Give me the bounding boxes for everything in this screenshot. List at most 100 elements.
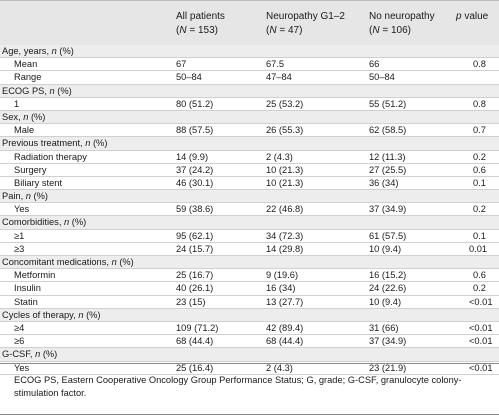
cell-v1: 14 (9.9) (176, 151, 209, 162)
cell-v1: 46 (30.1) (176, 177, 214, 188)
cell-v2: 10 (21.3) (266, 177, 304, 188)
footnote-text: ECOG PS, Eastern Cooperative Oncology Gr… (14, 375, 462, 398)
table-row: ≥4 109 (71.2) 42 (89.4) 31 (66) <0.01 (0, 322, 499, 336)
cell-v4: 0.8 (473, 98, 486, 109)
cell-v3: 55 (51.2) (369, 98, 407, 109)
header-neuropathy-n: (N = 47) (266, 25, 303, 36)
row-label: Age, years, n (%) (2, 46, 74, 56)
table-section-row: Concomitant medications, n (%) (0, 256, 499, 270)
cell-v1: 67 (176, 59, 187, 70)
cell-v1: 68 (44.4) (176, 336, 214, 347)
cell-v3: 50–84 (369, 72, 395, 83)
cell-v4: 0.6 (473, 164, 486, 175)
cell-v3: 23 (21.9) (369, 362, 407, 373)
cell-v2: 22 (46.8) (266, 204, 304, 215)
row-label: Yes (14, 204, 30, 215)
cell-v3: 24 (22.6) (369, 283, 407, 294)
table-row: Yes 25 (16.4) 2 (4.3) 23 (21.9) <0.01 (0, 362, 499, 375)
row-label: Cycles of therapy, n (%) (2, 309, 101, 320)
cell-v3: 10 (9.4) (369, 296, 402, 307)
cell-v1: 25 (16.7) (176, 270, 214, 281)
cell-v3: 36 (34) (369, 177, 399, 188)
cell-v1: 80 (51.2) (176, 98, 214, 109)
cell-v2: 26 (55.3) (266, 125, 304, 136)
table-header: All patients (N = 153) Neuropathy G1–2 (… (0, 0, 499, 45)
row-label: Male (14, 125, 35, 136)
row-label: ≥1 (14, 230, 25, 241)
row-label: Yes (14, 362, 30, 373)
cell-v3: 62 (58.5) (369, 125, 407, 136)
cell-v2: 68 (44.4) (266, 336, 304, 347)
cell-v4: 0.6 (473, 270, 486, 281)
header-no-neuropathy-title: No neuropathy (369, 11, 435, 22)
cell-v3: 66 (369, 59, 380, 70)
header-no-neuropathy-n: (N = 106) (369, 25, 411, 36)
cell-v2: 67.5 (266, 59, 285, 70)
table-row: ≥3 24 (15.7) 14 (29.8) 10 (9.4) 0.01 (0, 243, 499, 256)
row-label: Radiation therapy (14, 151, 87, 162)
row-label: Range (14, 72, 42, 83)
cell-v4: 0.2 (473, 204, 486, 215)
cell-v1: 23 (15) (176, 296, 206, 307)
table-row: Mean 67 67.5 66 0.8 (0, 58, 499, 72)
table-row: ≥1 95 (62.1) 34 (72.3) 61 (57.5) 0.1 (0, 230, 499, 243)
row-label: Previous treatment, n (%) (2, 138, 108, 149)
cell-v2: 2 (4.3) (266, 151, 293, 162)
cell-v1: 25 (16.4) (176, 362, 214, 373)
cell-v4: 0.8 (473, 59, 486, 70)
cell-v3: 12 (11.3) (369, 151, 406, 162)
row-label: ≥3 (14, 243, 25, 254)
header-all-patients-n: (N = 153) (176, 25, 218, 36)
header-p-value-title: p value (456, 11, 489, 22)
cell-v4: 0.2 (473, 283, 486, 294)
table-row: ≥6 68 (44.4) 68 (44.4) 37 (34.9) <0.01 (0, 335, 499, 349)
cell-v3: 61 (57.5) (369, 230, 407, 241)
cell-v4: <0.01 (469, 322, 493, 333)
cell-v2: 14 (29.8) (266, 243, 304, 254)
table-section-row: Comorbidities, n (%) (0, 216, 499, 230)
cell-v1: 24 (15.7) (176, 243, 214, 254)
cell-v4: 0.01 (469, 243, 488, 254)
cell-v4: <0.01 (469, 362, 493, 373)
header-p-value: p value (456, 10, 488, 24)
row-label: 1 (14, 98, 20, 109)
row-label: Comorbidities, n (%) (2, 217, 87, 228)
header-neuropathy-title: Neuropathy G1–2 (266, 11, 345, 22)
table-row: Biliary stent 46 (30.1) 10 (21.3) 36 (34) 0.… (0, 177, 499, 191)
cell-v4: <0.01 (469, 296, 493, 307)
row-label: Biliary stent (14, 177, 63, 188)
cell-v1: 40 (26.1) (176, 283, 214, 294)
cell-v1: 37 (24.2) (176, 164, 214, 175)
row-label: Metformin (14, 270, 56, 281)
cell-v4: <0.01 (469, 336, 493, 347)
row-label: Sex, n (%) (2, 111, 46, 122)
row-label: Insulin (14, 283, 41, 294)
cell-v3: 16 (15.2) (369, 270, 407, 281)
row-label: G-CSF, n (%) (2, 349, 58, 360)
row-label: Surgery (14, 164, 47, 175)
cell-v1: 109 (71.2) (176, 322, 219, 333)
cell-v3: 27 (25.5) (369, 164, 407, 175)
table-row: Metformin 25 (16.7) 9 (19.6) 16 (15.2) 0.6 (0, 269, 499, 283)
row-label: Statin (14, 296, 38, 307)
cell-v1: 59 (38.6) (176, 204, 214, 215)
cell-v4: 0.2 (473, 151, 486, 162)
cell-v3: 37 (34.9) (369, 336, 407, 347)
table-row: Range 50–84 47–84 50–84 (0, 71, 499, 85)
cell-v2: 13 (27.7) (266, 296, 304, 307)
table-row: Yes 59 (38.6) 22 (46.8) 37 (34.9) 0.2 (0, 203, 499, 217)
table-row: Radiation therapy 14 (9.9) 2 (4.3) 12 (11.3… (0, 151, 499, 164)
header-all-patients-title: All patients (176, 11, 225, 22)
header-neuropathy: Neuropathy G1–2 (N = 47) (266, 10, 345, 38)
row-label: Mean (14, 59, 38, 70)
table-section-row: Previous treatment, n (%) (0, 137, 499, 151)
table-section-row: Pain, n (%) (0, 190, 499, 204)
table-container: All patients (N = 153) Neuropathy G1–2 (… (0, 0, 499, 375)
cell-v2: 10 (21.3) (266, 164, 304, 175)
table-footnote: ECOG PS, Eastern Cooperative Oncology Gr… (0, 363, 499, 415)
cell-v3: 10 (9.4) (369, 243, 402, 254)
header-no-neuropathy: No neuropathy (N = 106) (369, 10, 435, 38)
row-label: Pain, n (%) (2, 191, 48, 202)
cell-v1: 95 (62.1) (176, 230, 214, 241)
table-row: Insulin 40 (26.1) 16 (34) 24 (22.6) 0.2 (0, 282, 499, 296)
